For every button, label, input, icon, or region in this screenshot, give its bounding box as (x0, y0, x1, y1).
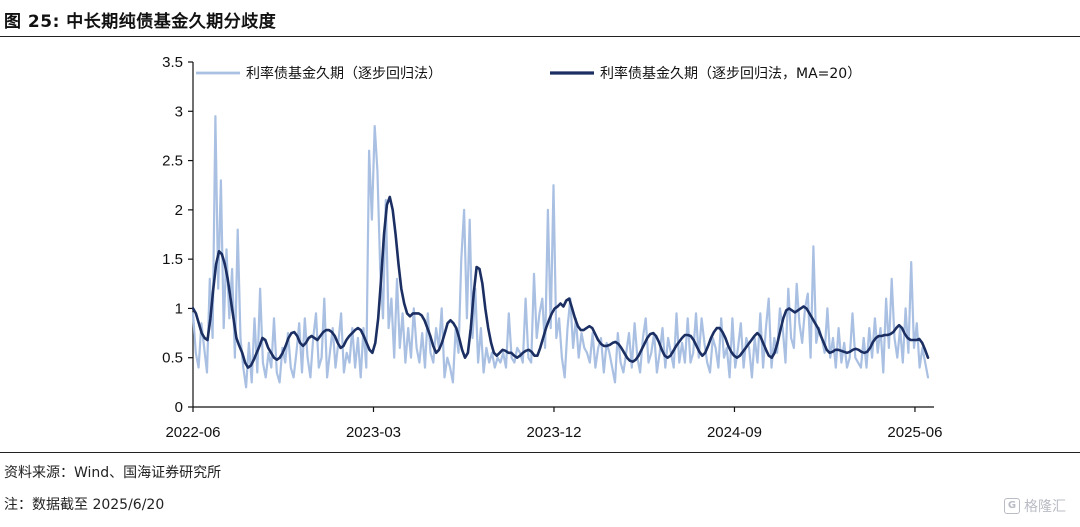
y-tick-label: 1 (175, 300, 183, 317)
date-note: 注：数据截至 2025/6/20 (4, 494, 164, 514)
x-tick-label: 2022-06 (165, 424, 220, 441)
bottom-rule (0, 452, 1080, 453)
y-tick-label: 3 (175, 103, 183, 120)
top-rule (0, 36, 1080, 37)
source-note: 资料来源：Wind、国海证券研究所 (4, 462, 221, 482)
legend-label: 利率债基金久期（逐步回归法，MA=20） (600, 65, 861, 82)
figure-title: 图 25: 中长期纯债基金久期分歧度 (4, 7, 276, 32)
watermark-text: 格隆汇 (1024, 496, 1066, 516)
duration-divergence-chart: 0 0.5 1 1.5 2 2.5 3 3.5 2022-06 2023-03 2023-12 202… (0, 40, 1080, 450)
y-tick-label: 3.5 (162, 54, 183, 71)
watermark-logo-icon: G (1004, 498, 1020, 514)
series-layer (193, 116, 928, 387)
legend: 利率债基金久期（逐步回归法） 利率债基金久期（逐步回归法，MA=20） (196, 65, 861, 82)
legend-label: 利率债基金久期（逐步回归法） (246, 65, 442, 82)
x-tick-label: 2024-09 (707, 424, 762, 441)
y-tick-label: 1.5 (162, 251, 183, 268)
y-tick-label: 2 (175, 202, 183, 219)
y-tick-label: 0 (175, 399, 183, 416)
x-tick-label: 2023-03 (346, 424, 401, 441)
y-tick-label: 0.5 (162, 350, 183, 367)
x-tick-label: 2023-12 (526, 424, 581, 441)
x-tick-label: 2025-06 (887, 424, 942, 441)
watermark: G 格隆汇 (1004, 496, 1066, 516)
y-tick-label: 2.5 (162, 153, 183, 170)
